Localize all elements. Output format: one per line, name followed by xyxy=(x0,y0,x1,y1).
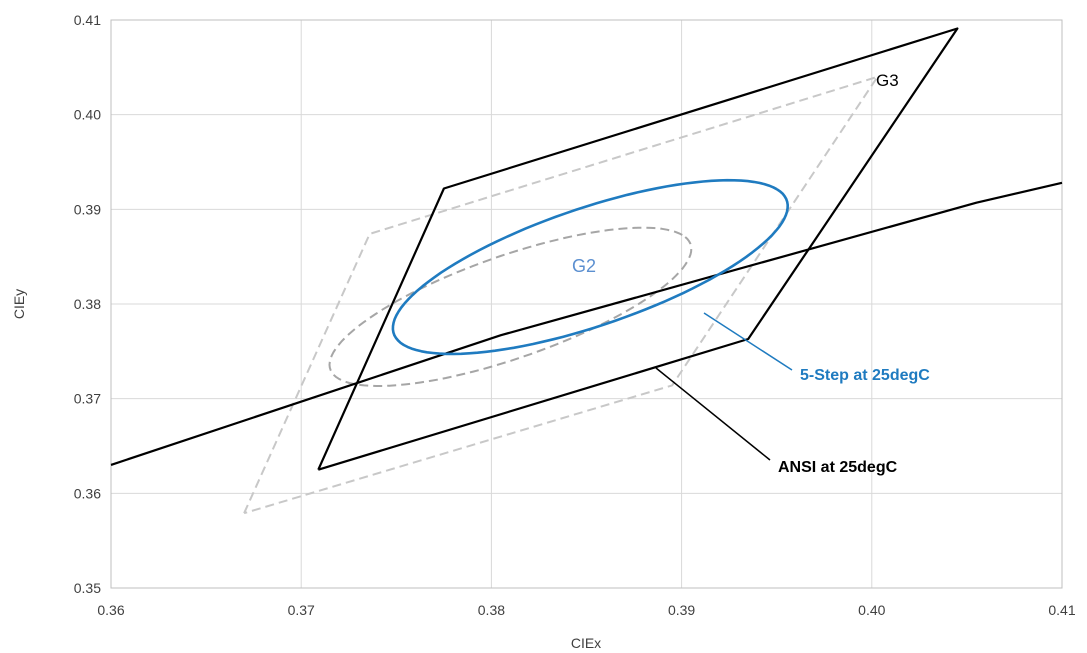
tick-labels: 0.36 0.37 0.38 0.39 0.40 0.41 0.35 0.36 0.37 0.38… xyxy=(74,12,1076,618)
g2-label: G2 xyxy=(572,256,596,276)
plot-area-frame xyxy=(110,19,1063,589)
x-tick-label: 0.36 xyxy=(97,602,124,618)
dashed-ellipse-series xyxy=(328,226,693,387)
x-tick-label: 0.37 xyxy=(288,602,315,618)
ansi-series xyxy=(110,181,1063,466)
x-tick-label: 0.40 xyxy=(858,602,885,618)
five-step-label: 5-Step at 25degC xyxy=(800,367,930,384)
y-tick-label: 0.38 xyxy=(74,296,101,312)
x-axis-title: CIEx xyxy=(571,635,601,651)
g3-label: G3 xyxy=(876,71,899,90)
x-tick-label: 0.39 xyxy=(668,602,695,618)
five-step-leader-line xyxy=(703,312,793,371)
ansi-label: ANSI at 25degC xyxy=(778,459,898,476)
five-step-ellipse-series xyxy=(391,178,790,356)
ansi-leader-line xyxy=(655,367,771,461)
y-tick-label: 0.39 xyxy=(74,201,101,217)
y-tick-label: 0.36 xyxy=(74,485,101,501)
y-tick-label: 0.37 xyxy=(74,391,101,407)
x-tick-label: 0.38 xyxy=(478,602,505,618)
dashed-quadrangle-series xyxy=(243,75,879,515)
series-layer xyxy=(110,27,1063,515)
gridlines xyxy=(111,20,1062,588)
annotations: G3 G2 5-Step at 25degC ANSI at 25degC xyxy=(572,71,930,476)
y-tick-label: 0.41 xyxy=(74,12,101,28)
y-tick-label: 0.35 xyxy=(74,580,101,596)
y-axis-title: CIEy xyxy=(11,289,27,319)
y-tick-label: 0.40 xyxy=(74,107,101,123)
ansi-series xyxy=(317,27,959,471)
x-tick-label: 0.41 xyxy=(1048,602,1075,618)
